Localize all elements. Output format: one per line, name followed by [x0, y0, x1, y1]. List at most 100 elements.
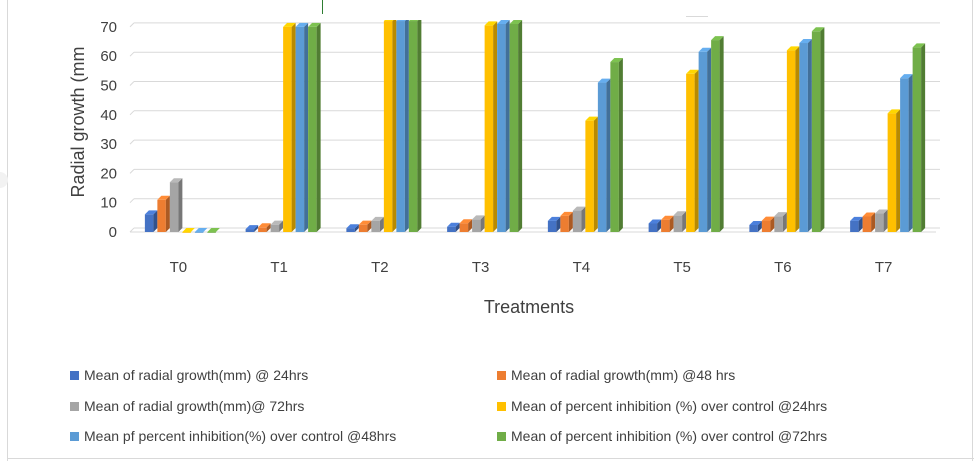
- bar: [459, 219, 473, 232]
- bar: [875, 209, 888, 232]
- bar: [610, 58, 623, 233]
- bar-side: [493, 21, 498, 233]
- bar-side: [291, 22, 296, 233]
- bar: [912, 43, 926, 232]
- resize-handle[interactable]: [0, 172, 8, 188]
- bar-side: [254, 225, 259, 232]
- frame-border-bottom: [7, 458, 974, 459]
- bar-side: [455, 222, 460, 232]
- bar-top: [484, 21, 498, 26]
- bar: [661, 215, 674, 232]
- bar-side: [694, 69, 699, 232]
- bar-side: [480, 215, 485, 232]
- x-tick-label: T1: [270, 259, 288, 276]
- bar: [850, 216, 863, 232]
- bar-top: [786, 46, 800, 51]
- bar-top: [459, 219, 473, 224]
- title-placeholder-dash: [686, 16, 708, 17]
- gridline-depth: [129, 227, 135, 233]
- bar-front: [447, 226, 456, 232]
- bar-top: [761, 216, 775, 221]
- bar-side: [266, 223, 271, 232]
- bar-side: [593, 116, 598, 232]
- frame-border-left: [7, 0, 8, 461]
- bar-top: [585, 116, 598, 121]
- bar-side: [379, 216, 384, 232]
- bar-top: [408, 20, 419, 22]
- bar: [673, 211, 687, 232]
- bar-front: [169, 182, 179, 232]
- bar-side: [921, 43, 926, 232]
- frame-border-right: [972, 0, 973, 461]
- bar-top: [912, 43, 926, 48]
- bar-front: [383, 21, 393, 233]
- bar: [572, 206, 586, 232]
- bar-top: [346, 224, 359, 229]
- bar-top: [850, 216, 863, 221]
- bar-top: [144, 210, 158, 215]
- bar: [698, 47, 712, 233]
- bar-front: [207, 232, 216, 233]
- bar-front: [509, 23, 519, 232]
- bar: [295, 22, 309, 233]
- bar: [509, 20, 523, 232]
- bar-top: [472, 215, 485, 220]
- bar-side: [304, 22, 309, 233]
- bar-front: [749, 224, 758, 232]
- bar-front: [258, 227, 267, 232]
- y-tick-label: 50: [100, 78, 117, 95]
- gridline-depth: [129, 110, 135, 116]
- bar-top: [648, 219, 662, 224]
- bar: [258, 223, 271, 232]
- bar-front: [144, 214, 154, 232]
- bar-front: [711, 40, 720, 233]
- bar-top: [572, 206, 586, 211]
- bar-side: [719, 36, 724, 233]
- bar: [472, 215, 485, 232]
- y-tick-label: 60: [100, 48, 117, 65]
- bar-front: [358, 224, 368, 232]
- bar: [207, 228, 220, 233]
- x-tick-label: T7: [875, 259, 893, 276]
- bar-side: [581, 206, 586, 232]
- bar-top: [560, 211, 573, 216]
- bar: [497, 20, 510, 232]
- gridline-depth: [129, 169, 135, 174]
- bar-top: [194, 228, 208, 232]
- bar: [761, 216, 775, 232]
- bar: [811, 27, 825, 233]
- bar: [887, 109, 901, 232]
- bar-side: [707, 47, 712, 233]
- gridline-depth: [129, 51, 135, 57]
- x-tick-label: T2: [371, 259, 389, 276]
- bar-top: [308, 22, 321, 27]
- bar-top: [862, 212, 876, 217]
- bar: [283, 22, 296, 233]
- bar: [484, 21, 498, 233]
- bar: [396, 20, 409, 233]
- bar-top: [245, 225, 259, 230]
- bar-front: [308, 26, 317, 233]
- bar-top: [749, 220, 762, 225]
- bar: [900, 74, 913, 232]
- bar-top: [396, 20, 406, 22]
- bar-front: [686, 73, 695, 232]
- bar-side: [618, 58, 623, 233]
- bar: [371, 216, 384, 232]
- bar-side: [896, 109, 901, 232]
- bar-front: [396, 21, 405, 233]
- y-tick-label: 0: [109, 224, 117, 241]
- bar-side: [518, 20, 523, 232]
- bar-side: [682, 211, 687, 232]
- bar: [560, 211, 573, 232]
- gridline-depth: [129, 139, 135, 145]
- bar-top: [686, 69, 699, 74]
- bar-front: [572, 210, 582, 232]
- bar-front: [560, 215, 569, 232]
- bar: [346, 224, 359, 232]
- bar: [358, 220, 372, 232]
- bar-side: [795, 46, 800, 233]
- bar: [862, 212, 876, 232]
- bar: [194, 228, 208, 233]
- bar: [686, 69, 699, 232]
